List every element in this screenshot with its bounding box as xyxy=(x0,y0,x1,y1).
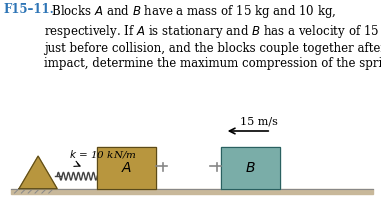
Bar xyxy=(221,147,280,189)
Polygon shape xyxy=(19,156,57,189)
Text: F15–11.: F15–11. xyxy=(4,3,54,16)
Text: $A$: $A$ xyxy=(121,161,132,175)
Text: 15 m/s: 15 m/s xyxy=(240,117,279,127)
Text: $B$: $B$ xyxy=(245,161,256,175)
Bar xyxy=(11,189,373,194)
Text: $k$ = 10 kN/m: $k$ = 10 kN/m xyxy=(69,148,136,160)
Bar xyxy=(97,147,156,189)
Text: Blocks $A$ and $B$ have a mass of 15 kg and 10 kg,
respectively. If $A$ is stati: Blocks $A$ and $B$ have a mass of 15 kg … xyxy=(44,3,381,70)
